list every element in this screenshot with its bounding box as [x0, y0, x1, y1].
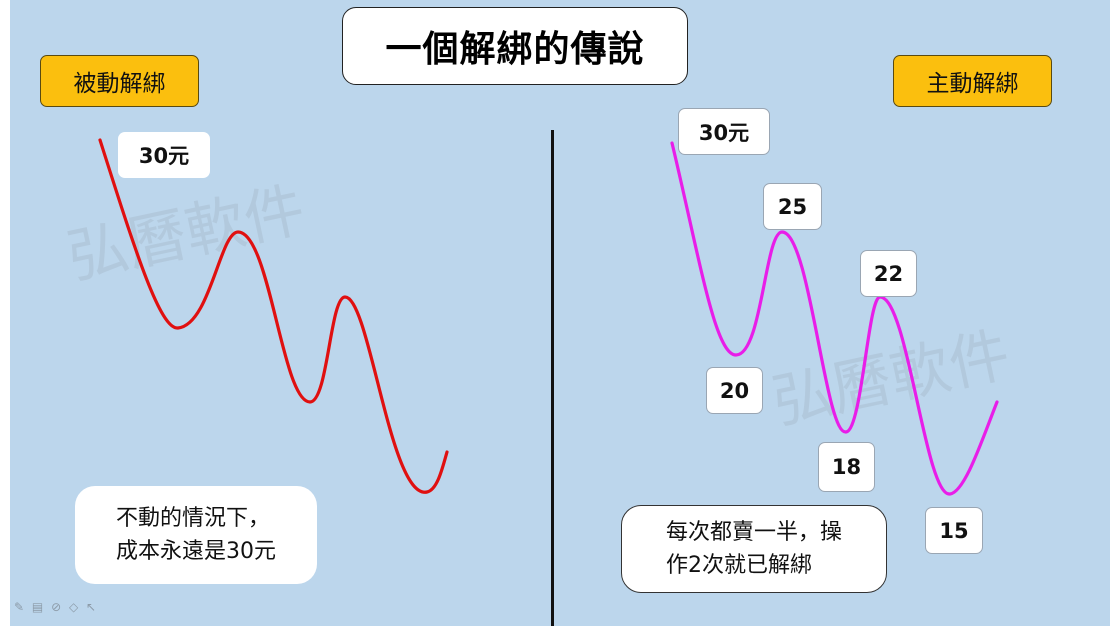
pointer-icon[interactable]: ◇ [68, 600, 81, 614]
slide-toolbar[interactable]: ✎ ▤ ⊘ ◇ ↖ [14, 600, 98, 614]
active-unlock-tag: 主動解綁 [893, 55, 1052, 107]
active-note-line2: 作2次就已解綁 [665, 553, 812, 578]
active-note-line1: 每次都賣一半，操 [665, 520, 842, 545]
passive-note-line2: 成本永遠是30元 [116, 539, 276, 564]
price-curves [98, 138, 999, 496]
right-price-18: 18 [818, 442, 875, 492]
right-price-20: 20 [706, 367, 763, 414]
right-price-25: 25 [763, 183, 822, 230]
active-note: 每次都賣一半，操 作2次就已解綁 [621, 505, 887, 593]
slide: 弘曆軟件 弘曆軟件 一個解綁的傳說 被動解綁 主動解綁 30元 30元 25 2… [10, 0, 1110, 626]
right-price-22: 22 [860, 250, 917, 297]
passive-note-line1: 不動的情況下， [116, 506, 271, 531]
passive-note: 不動的情況下， 成本永遠是30元 [75, 486, 317, 584]
left-price-30: 30元 [118, 132, 210, 178]
pen-icon[interactable]: ✎ [14, 600, 27, 614]
right-price-30: 30元 [678, 108, 770, 155]
slides-icon[interactable]: ▤ [31, 600, 46, 614]
left-price-curve [98, 138, 449, 494]
cursor-icon[interactable]: ↖ [86, 600, 99, 614]
zoom-icon[interactable]: ⊘ [51, 600, 64, 614]
slide-title: 一個解綁的傳說 [342, 7, 688, 85]
center-divider [551, 130, 554, 626]
right-price-curve [670, 141, 999, 496]
passive-unlock-tag: 被動解綁 [40, 55, 199, 107]
right-price-15: 15 [925, 507, 983, 554]
